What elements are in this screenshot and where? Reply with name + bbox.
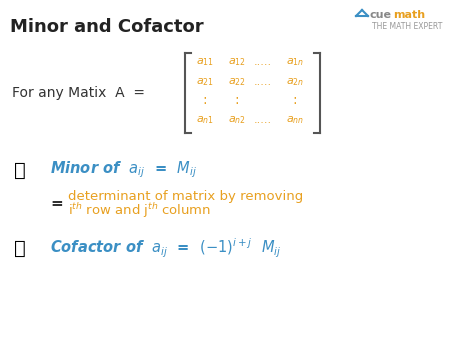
Text: Minor of  $a_{ij}$  =  $M_{ij}$: Minor of $a_{ij}$ = $M_{ij}$: [50, 160, 197, 180]
Text: Minor and Cofactor: Minor and Cofactor: [10, 18, 204, 36]
Text: $a_{21}$: $a_{21}$: [196, 76, 214, 88]
Text: $a_{12}$: $a_{12}$: [228, 56, 246, 68]
Text: .....: .....: [254, 57, 272, 67]
Text: determinant of matrix by removing: determinant of matrix by removing: [68, 189, 303, 203]
Text: 👉: 👉: [14, 238, 26, 257]
Text: $a_{n1}$: $a_{n1}$: [196, 114, 214, 126]
Text: cue: cue: [370, 10, 392, 20]
Text: $a_{22}$: $a_{22}$: [228, 76, 246, 88]
Text: =: =: [50, 195, 63, 211]
Text: math: math: [393, 10, 425, 20]
Text: :: :: [292, 93, 297, 107]
Text: 👉: 👉: [14, 160, 26, 179]
Text: Cofactor of  $a_{ij}$  =  $(-1)^{i+j}$  $M_{ij}$: Cofactor of $a_{ij}$ = $(-1)^{i+j}$ $M_{…: [50, 236, 282, 260]
Text: For any Matix  A  =: For any Matix A =: [12, 86, 145, 100]
Text: $a_{2n}$: $a_{2n}$: [286, 76, 304, 88]
Text: i$^{th}$ row and j$^{th}$ column: i$^{th}$ row and j$^{th}$ column: [68, 202, 211, 221]
Text: $a_{1n}$: $a_{1n}$: [286, 56, 304, 68]
Text: :: :: [203, 93, 207, 107]
Text: THE MATH EXPERT: THE MATH EXPERT: [372, 22, 442, 31]
Text: .....: .....: [254, 115, 272, 125]
Text: :: :: [235, 93, 239, 107]
Text: $a_{n2}$: $a_{n2}$: [228, 114, 246, 126]
Text: $a_{nn}$: $a_{nn}$: [286, 114, 304, 126]
Text: $a_{11}$: $a_{11}$: [196, 56, 214, 68]
Text: .....: .....: [254, 77, 272, 87]
